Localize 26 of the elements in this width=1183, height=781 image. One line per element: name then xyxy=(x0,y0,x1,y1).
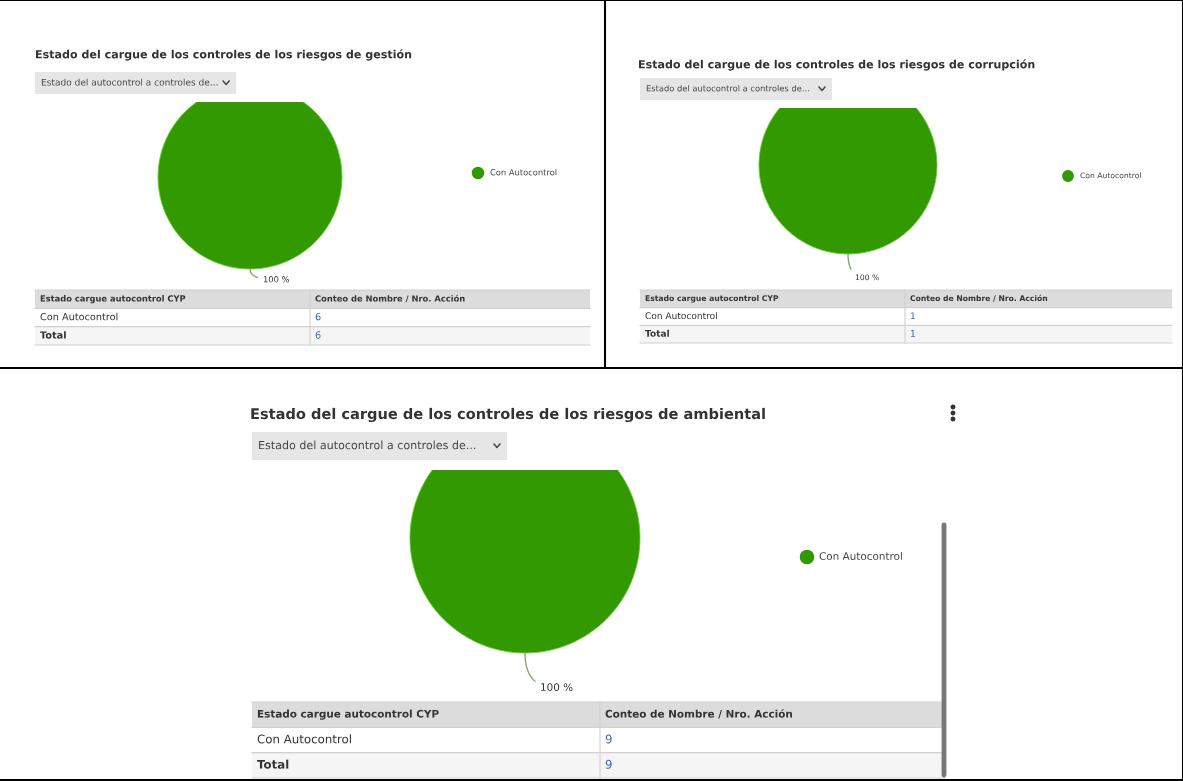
chart-subtitle: Estado del autocontrol a controles de... xyxy=(259,440,476,450)
text: 6 xyxy=(315,312,321,321)
text: Estado cargue autocontrol CYP xyxy=(257,709,439,720)
chart-title: Estado del cargue de los controles de los riesgos de ambiental xyxy=(251,407,765,423)
data-label: 100 % xyxy=(263,276,290,283)
chart-title: Estado del cargue de los controles de los riesgos de gestión xyxy=(36,49,412,61)
legend-label: Con Autocontrol xyxy=(490,168,557,176)
text: Conteo de Nombre / Nro. Acción xyxy=(605,709,792,719)
text: Total xyxy=(645,329,669,337)
text: Total xyxy=(257,759,289,769)
text: 9 xyxy=(605,759,612,769)
text: 1 xyxy=(910,330,915,337)
chart-subtitle: Estado del autocontrol a controles de... xyxy=(41,78,218,86)
chart-title: Estado del cargue de los controles de los riesgos de corrupción xyxy=(639,59,1035,71)
text: 9 xyxy=(605,734,612,744)
text: 1 xyxy=(910,312,915,319)
chart-subtitle: Estado del autocontrol a controles de... xyxy=(646,84,809,92)
text: Conteo de Nombre / Nro. Acción xyxy=(315,294,465,303)
legend-label: Con Autocontrol xyxy=(819,551,902,561)
data-label: 100 % xyxy=(541,683,573,692)
category-label: Con Autocontrol xyxy=(40,312,118,321)
category-label: Con Autocontrol xyxy=(257,734,351,744)
text: Total xyxy=(40,331,66,339)
category-label: Con Autocontrol xyxy=(645,312,717,320)
text: Estado cargue autocontrol CYP xyxy=(40,295,186,304)
text: 6 xyxy=(315,331,321,339)
